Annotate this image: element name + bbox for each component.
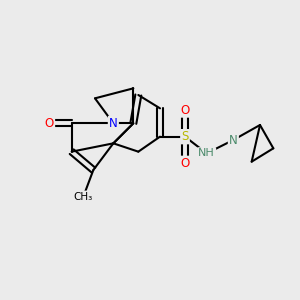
Text: S: S [181, 130, 189, 143]
Text: O: O [180, 157, 190, 170]
Text: CH₃: CH₃ [74, 192, 93, 202]
Text: N: N [109, 117, 118, 130]
Text: O: O [180, 103, 190, 116]
Text: NH: NH [198, 148, 215, 158]
Text: N: N [229, 134, 238, 146]
Text: O: O [45, 117, 54, 130]
